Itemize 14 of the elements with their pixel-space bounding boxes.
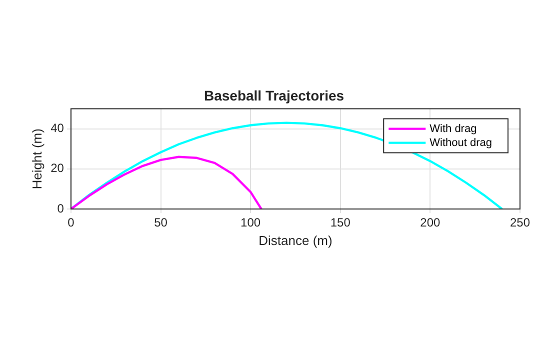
- legend-label: Without drag: [430, 136, 492, 149]
- y-tick-label: 40: [50, 121, 64, 136]
- y-tick-label: 0: [57, 201, 64, 216]
- x-tick-label: 0: [68, 216, 75, 230]
- x-tick-label: 100: [240, 216, 261, 230]
- x-tick-label: 150: [330, 216, 351, 230]
- x-axis-title: Distance (m): [258, 232, 332, 248]
- y-axis-title: Height (m): [29, 128, 44, 190]
- x-tick-label: 50: [154, 216, 168, 230]
- chart-title: Baseball Trajectories: [204, 87, 344, 104]
- x-tick-label: 200: [420, 216, 441, 230]
- y-tick-label: 20: [50, 161, 64, 176]
- x-tick-label: 250: [510, 216, 530, 230]
- legend-label: With drag: [430, 122, 477, 135]
